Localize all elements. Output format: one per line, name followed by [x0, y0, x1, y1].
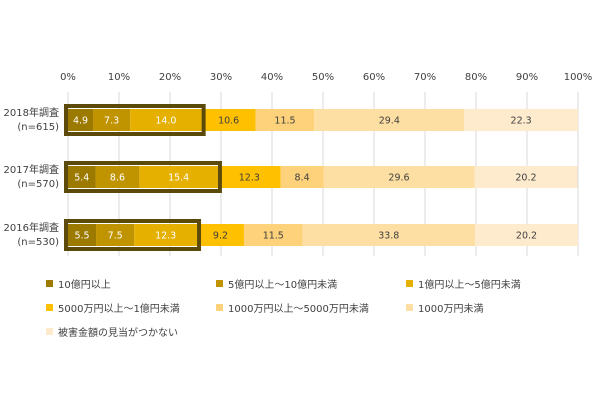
highlight-box — [64, 219, 202, 251]
x-tick-label: 100% — [564, 72, 593, 83]
data-label: 14.0 — [155, 116, 176, 127]
legend-swatch — [46, 280, 53, 287]
x-axis-ticks: 0% 10% 20% 30% 40% 50% 60% 70% 80% 90% 100% — [60, 72, 592, 83]
bar-segment — [464, 109, 578, 131]
legend-item: 5億円以上～10億円未満 — [216, 276, 406, 291]
legend-label: 被害金額の見当がつかない — [58, 328, 178, 339]
legend-swatch — [46, 328, 53, 335]
bar-segment — [68, 109, 93, 131]
category-label: 2016年調査 — [4, 221, 59, 234]
legend-label: 5億円以上～10億円未満 — [228, 280, 338, 291]
bars: 4.9 7.3 14.0 10.6 11.5 29.4 22.3 5.4 8.6 15.4 12.3… — [68, 109, 578, 246]
category-labels: 2018年調査 (n=615) 2017年調査 (n=570) 2016年調査 (n=53… — [4, 106, 60, 248]
data-label: 12.3 — [155, 231, 176, 242]
data-label: 20.2 — [515, 173, 536, 184]
highlight-boxes — [64, 104, 222, 251]
legend-item: 1000万円未満 — [406, 300, 576, 315]
legend-swatch — [46, 304, 53, 311]
data-label: 9.2 — [213, 231, 228, 242]
x-tick-label: 60% — [363, 72, 385, 83]
x-tick-label: 30% — [210, 72, 232, 83]
bar-segment — [243, 224, 303, 246]
highlight-box — [64, 161, 222, 193]
x-tick-label: 90% — [516, 72, 538, 83]
x-tick-label: 50% — [312, 72, 334, 83]
bar-segment — [255, 109, 315, 131]
legend-item: 1000万円以上～5000万円未満 — [216, 300, 406, 315]
data-label: 7.3 — [104, 116, 119, 127]
data-label: 4.9 — [73, 116, 88, 127]
bar-segment — [130, 109, 202, 131]
bar-segment — [323, 166, 475, 188]
category-label: 2017年調査 — [4, 163, 59, 176]
category-label: 2018年調査 — [4, 106, 59, 119]
x-tick-label: 10% — [108, 72, 130, 83]
legend-item: 1億円以上～5億円未満 — [406, 276, 576, 291]
category-label: (n=570) — [17, 179, 59, 190]
legend-swatch — [406, 304, 413, 311]
data-label: 29.4 — [379, 116, 400, 127]
x-tick-label: 70% — [414, 72, 436, 83]
bar-segment — [197, 224, 244, 246]
data-label: 8.6 — [110, 173, 125, 184]
data-label: 10.6 — [218, 116, 239, 127]
bar-segment — [139, 166, 218, 188]
legend-item: 被害金額の見当がつかない — [46, 324, 216, 339]
legend-swatch — [406, 280, 413, 287]
bar-segment — [134, 224, 198, 246]
bar-segment — [474, 166, 578, 188]
data-label: 7.5 — [108, 231, 123, 242]
data-label: 29.6 — [388, 173, 409, 184]
legend-label: 1000万円以上～5000万円未満 — [228, 304, 369, 315]
legend: 10億円以上 5億円以上～10億円未満 1億円以上～5億円未満 5000万円以上～1億… — [46, 276, 576, 339]
data-label: 5.4 — [74, 173, 89, 184]
category-label: (n=530) — [17, 237, 59, 248]
bar-segment — [68, 224, 97, 246]
bar-segment — [92, 109, 131, 131]
bar-segment — [68, 166, 96, 188]
legend-label: 10億円以上 — [58, 280, 111, 291]
legend-item: 10億円以上 — [46, 276, 216, 291]
legend-item: 5000万円以上～1億円未満 — [46, 300, 216, 315]
x-tick-label: 40% — [261, 72, 283, 83]
data-label: 20.2 — [516, 231, 537, 242]
data-label: 5.5 — [74, 231, 89, 242]
x-tick-label: 20% — [159, 72, 181, 83]
data-label: 8.4 — [295, 173, 310, 184]
bar-segment — [96, 224, 135, 246]
bar-segment — [280, 166, 324, 188]
legend-label: 5000万円以上～1億円未満 — [58, 304, 180, 315]
legend-swatch — [216, 280, 223, 287]
bar-segment — [474, 224, 578, 246]
bar-segment — [314, 109, 465, 131]
data-label: 22.3 — [511, 116, 532, 127]
bar-segment — [217, 166, 281, 188]
x-tick-label: 80% — [465, 72, 487, 83]
bar-segment — [302, 224, 475, 246]
category-label: (n=615) — [17, 122, 59, 133]
data-label: 12.3 — [239, 173, 260, 184]
data-label: 15.4 — [168, 173, 189, 184]
legend-label: 1億円以上～5億円未満 — [418, 280, 521, 291]
highlight-box — [64, 104, 206, 136]
data-label: 11.5 — [263, 231, 284, 242]
bar-segment — [201, 109, 256, 131]
x-tick-label: 0% — [60, 72, 76, 83]
legend-label: 1000万円未満 — [418, 304, 484, 315]
data-label: 33.8 — [378, 231, 399, 242]
legend-swatch — [216, 304, 223, 311]
data-label: 11.5 — [274, 116, 295, 127]
bar-segment — [95, 166, 140, 188]
